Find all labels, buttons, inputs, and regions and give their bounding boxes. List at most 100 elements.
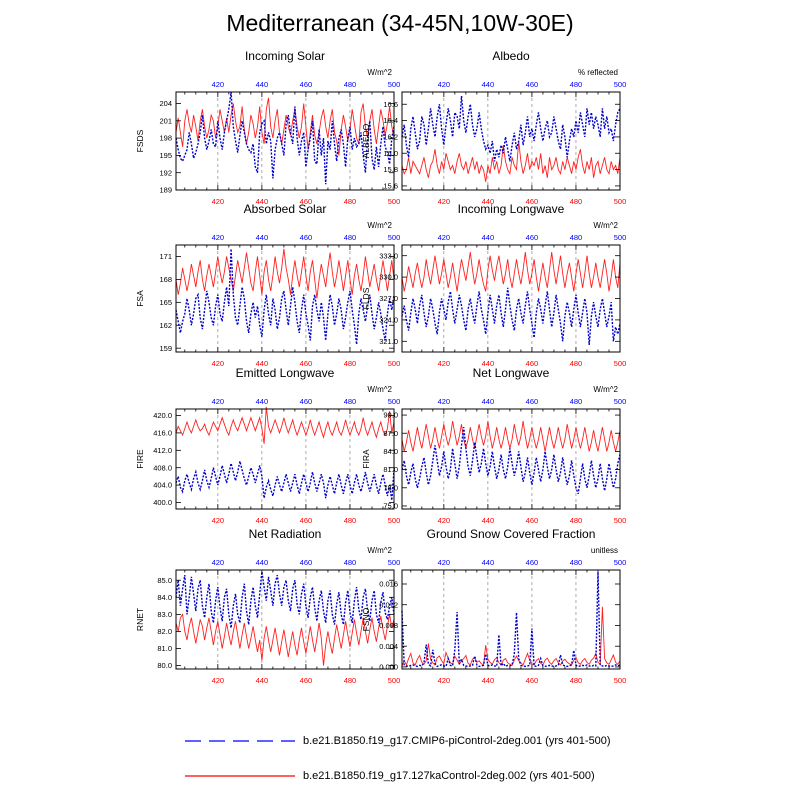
legend-label-1: b.e21.B1850.f19_g17.127kaControl-2deg.00… [303, 770, 595, 782]
series-line-0 [401, 287, 621, 345]
y-tick-label: 15.6 [383, 182, 398, 191]
series-line-1 [401, 252, 621, 292]
x-tick-label-bottom: 480 [344, 197, 357, 206]
x-tick-label-top: 500 [614, 397, 627, 406]
x-tick-label-bottom: 500 [388, 676, 401, 685]
x-tick-label-top: 440 [482, 80, 495, 89]
x-tick-label-bottom: 480 [344, 516, 357, 525]
x-tick-label-bottom: 440 [256, 676, 269, 685]
x-tick-label-bottom: 500 [614, 676, 627, 685]
y-tick-label: 16.2 [383, 133, 398, 142]
units-label: W/m^2 [367, 385, 392, 394]
x-tick-label-bottom: 500 [388, 516, 401, 525]
y-tick-label: 0.008 [379, 621, 398, 630]
figure-title: Mediterranean (34-45N,10W-30E) [226, 10, 574, 36]
x-tick-label-bottom: 460 [300, 676, 313, 685]
x-tick-label-top: 440 [482, 233, 495, 242]
series-line-0 [175, 91, 395, 185]
units-label: % reflected [578, 68, 618, 77]
x-tick-label-bottom: 420 [438, 359, 451, 368]
panel-title: Incoming Solar [245, 49, 325, 63]
x-tick-label-bottom: 420 [438, 197, 451, 206]
x-tick-label-top: 460 [300, 233, 313, 242]
x-tick-label-bottom: 440 [482, 516, 495, 525]
panel-5: 420 420 440 440 460 460 480 480 500 500 75.0 78.0 81… [361, 366, 626, 525]
x-tick-label-bottom: 460 [526, 197, 539, 206]
y-tick-label: 87.0 [383, 429, 398, 438]
y-axis-label: RNET [135, 608, 145, 631]
x-tick-label-bottom: 460 [300, 197, 313, 206]
x-tick-label-bottom: 480 [570, 197, 583, 206]
x-tick-label-top: 420 [438, 233, 451, 242]
x-tick-label-top: 480 [344, 80, 357, 89]
y-tick-label: 80.0 [157, 661, 172, 670]
x-tick-label-top: 500 [388, 397, 401, 406]
y-axis-label: ALBEDO [361, 123, 371, 158]
panel-title: Absorbed Solar [244, 202, 327, 216]
series-line-1 [175, 248, 395, 299]
x-tick-label-top: 460 [300, 80, 313, 89]
units-label: W/m^2 [367, 221, 392, 230]
y-axis-label: FSDS [135, 129, 145, 152]
x-tick-label-top: 480 [570, 397, 583, 406]
x-tick-label-bottom: 420 [438, 676, 451, 685]
series-line-1 [175, 613, 395, 666]
panel-title: Net Longwave [473, 366, 550, 380]
x-tick-label-top: 440 [256, 233, 269, 242]
x-tick-label-bottom: 440 [482, 359, 495, 368]
panel-frame [175, 91, 395, 191]
x-tick-label-top: 440 [256, 397, 269, 406]
units-label: W/m^2 [593, 385, 618, 394]
x-tick-label-top: 500 [388, 80, 401, 89]
x-tick-label-top: 500 [614, 233, 627, 242]
panel-title: Ground Snow Covered Fraction [427, 527, 596, 541]
panel-title: Emitted Longwave [236, 366, 335, 380]
y-tick-label: 327.0 [379, 294, 398, 303]
y-tick-label: 192 [159, 168, 172, 177]
y-axis-label: FSNO [361, 607, 371, 631]
x-tick-label-bottom: 420 [212, 676, 225, 685]
units-label: W/m^2 [367, 68, 392, 77]
panel-6: 420 420 440 440 460 460 480 480 500 500 80.0 81.0 82… [135, 527, 400, 685]
x-tick-label-top: 460 [526, 558, 539, 567]
series-line-1 [175, 97, 395, 156]
y-tick-label: 189 [159, 186, 172, 195]
x-tick-label-bottom: 440 [256, 359, 269, 368]
series-line-0 [175, 571, 395, 629]
y-tick-label: 0.016 [379, 580, 398, 589]
x-tick-label-bottom: 460 [526, 676, 539, 685]
y-tick-label: 201 [159, 116, 172, 125]
x-tick-label-bottom: 460 [526, 359, 539, 368]
y-axis-label: FSA [135, 290, 145, 307]
x-tick-label-top: 460 [300, 397, 313, 406]
panel-7: 420 420 440 440 460 460 480 480 500 500 0.000 0.004… [361, 527, 626, 685]
x-tick-label-bottom: 440 [482, 197, 495, 206]
panel-2: 420 420 440 440 460 460 480 480 500 500 159 162 165 1… [135, 202, 400, 368]
series-line-0 [401, 96, 621, 162]
x-tick-label-bottom: 480 [344, 676, 357, 685]
panel-title: Albedo [492, 49, 530, 63]
x-tick-label-top: 480 [344, 558, 357, 567]
y-tick-label: 165 [159, 298, 172, 307]
y-tick-label: 204 [159, 99, 172, 108]
panel-1: 420 420 440 440 460 460 480 480 500 500 15.6 15.8 16… [361, 49, 626, 206]
y-tick-label: 0.000 [379, 663, 398, 672]
y-tick-label: 84.0 [383, 447, 398, 456]
x-tick-label-bottom: 420 [212, 197, 225, 206]
x-tick-label-bottom: 480 [344, 359, 357, 368]
y-tick-label: 198 [159, 134, 172, 143]
series-line-1 [401, 421, 621, 452]
y-tick-label: 321.0 [379, 337, 398, 346]
x-tick-label-bottom: 440 [256, 197, 269, 206]
legend-label-0: b.e21.B1850.f19_g17.CMIP6-piControl-2deg… [303, 735, 611, 747]
x-tick-label-top: 440 [482, 397, 495, 406]
x-tick-label-bottom: 460 [526, 516, 539, 525]
legend-line-1 [185, 775, 295, 777]
x-tick-label-bottom: 480 [570, 516, 583, 525]
panel-0: 420 420 440 440 460 460 480 480 500 500 189 192 195 1… [135, 49, 400, 206]
y-tick-label: 324.0 [379, 316, 398, 325]
x-tick-label-top: 460 [300, 558, 313, 567]
x-tick-label-bottom: 500 [614, 359, 627, 368]
